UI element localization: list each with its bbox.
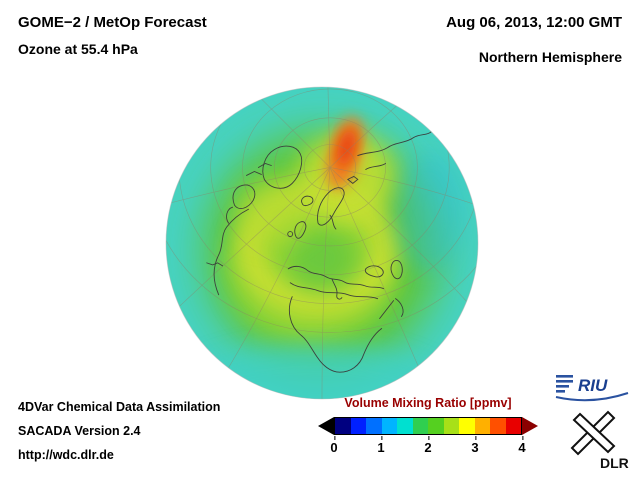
- riu-swoosh: [555, 392, 629, 402]
- dlr-logo-text: DLR: [600, 455, 629, 470]
- credit-line-assimilation: 4DVar Chemical Data Assimilation: [18, 400, 221, 414]
- globe-limb: [165, 86, 479, 400]
- dlr-logo: DLR: [570, 410, 629, 470]
- colorbar-segment: [397, 418, 413, 434]
- colorbar-segment: [428, 418, 444, 434]
- dlr-emblem: [570, 410, 616, 456]
- title-block: GOME−2 / MetOp Forecast Ozone at 55.4 hP…: [18, 10, 207, 62]
- colorbar: [318, 417, 538, 435]
- colorbar-over-arrow: [522, 417, 538, 435]
- riu-logo-text: RIU: [578, 376, 608, 395]
- colorbar-segment: [443, 418, 459, 434]
- ozone-globe-map: [165, 86, 479, 400]
- credit-line-url: http://wdc.dlr.de: [18, 448, 114, 462]
- colorbar-tick-0: 0: [330, 436, 338, 455]
- ozone-field: [165, 86, 479, 400]
- colorbar-under-arrow: [318, 417, 334, 435]
- figure-datetime: Aug 06, 2013, 12:00 GMT: [446, 14, 622, 31]
- colorbar-segment: [505, 418, 521, 434]
- colorbar-title: Volume Mixing Ratio [ppmv]: [344, 396, 512, 410]
- figure-title: GOME−2 / MetOp Forecast: [18, 14, 207, 31]
- figure-subtitle: Ozone at 55.4 hPa: [18, 41, 138, 57]
- colorbar-tick-4: 4: [518, 436, 526, 455]
- colorbar-tick-3: 3: [471, 436, 479, 455]
- figure-region: Northern Hemisphere: [478, 49, 622, 65]
- credit-line-version: SACADA Version 2.4: [18, 424, 141, 438]
- colorbar-segment: [335, 418, 351, 434]
- colorbar-segment: [412, 418, 428, 434]
- colorbar-segment: [381, 418, 397, 434]
- coastlines: [206, 131, 432, 373]
- colorbar-segment: [459, 418, 475, 434]
- colorbar-segment: [474, 418, 490, 434]
- colorbar-ticks: 0 1 2 3 4: [330, 436, 526, 458]
- credits-block: 4DVar Chemical Data Assimilation SACADA …: [18, 395, 220, 467]
- datetime-block: Aug 06, 2013, 12:00 GMT Northern Hemisph…: [446, 10, 622, 70]
- colorbar-gradient: [334, 417, 522, 435]
- colorbar-segment: [366, 418, 382, 434]
- colorbar-tick-2: 2: [424, 436, 432, 455]
- colorbar-segment: [490, 418, 506, 434]
- colorbar-tick-1: 1: [377, 436, 385, 455]
- colorbar-segment: [350, 418, 366, 434]
- riu-logo: RIU: [555, 375, 629, 402]
